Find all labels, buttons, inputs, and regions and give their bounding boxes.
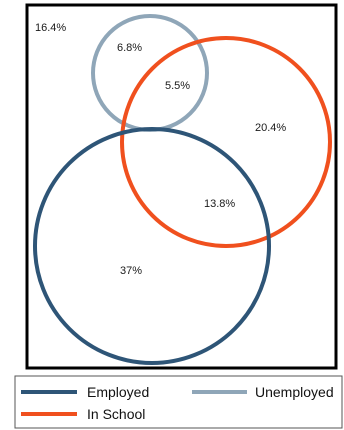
legend: Employed Unemployed In School <box>14 375 343 429</box>
legend-label-in-school: In School <box>87 406 145 422</box>
legend-label-employed: Employed <box>87 384 149 400</box>
in-school-circle <box>120 36 332 248</box>
legend-border <box>14 375 343 429</box>
legend-label-unemployed: Unemployed <box>255 384 334 400</box>
unemployed-school-label: 5.5% <box>165 80 190 92</box>
employed-circle <box>33 127 271 365</box>
school-only-label: 20.4% <box>255 122 286 134</box>
employed-only-label: 37% <box>120 265 142 277</box>
employed-school-label: 13.8% <box>204 198 235 210</box>
diagram-frame <box>25 3 338 370</box>
outside-label: 16.4% <box>35 22 66 34</box>
unemployed-only-label: 6.8% <box>117 42 142 54</box>
